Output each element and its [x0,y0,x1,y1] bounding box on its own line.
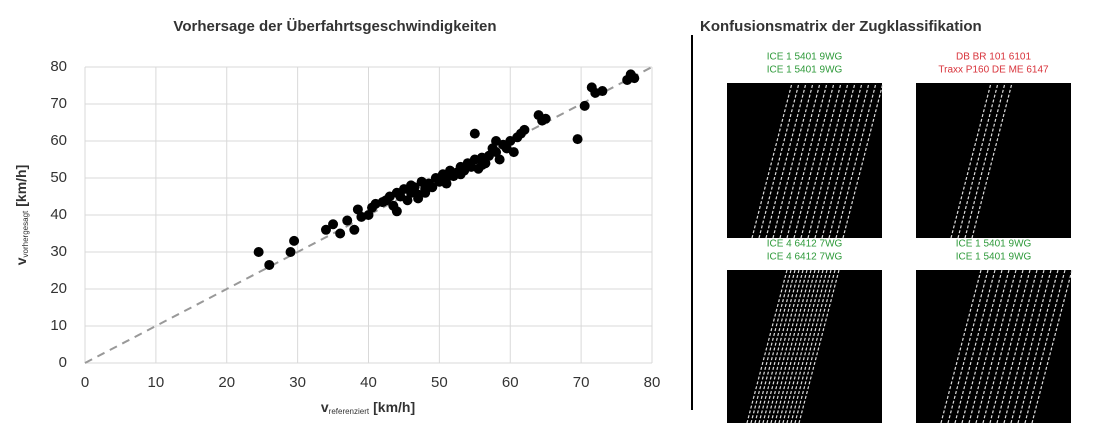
y-tick-label: 70 [50,95,67,112]
x-tick-label: 10 [148,374,165,391]
point [342,216,352,226]
y-tick-label: 30 [50,243,67,260]
figure: Vorhersage der Überfahrtsgeschwindigkeit… [0,0,1101,423]
x-tick-label: 20 [218,374,235,391]
true-label: ICE 1 5401 9WG [767,52,843,63]
true-label: DB BR 101 6101 [956,52,1031,63]
point [477,160,487,170]
true-label: ICE 1 5401 9WG [956,239,1032,250]
y-tick-label: 0 [59,354,67,371]
panel-title: Konfusionsmatrix der Zugklassifikation [700,18,982,35]
axis-label: vreferenziert[km/h] [321,399,415,416]
x-tick-label: 80 [644,374,661,391]
point [289,236,299,246]
y-tick-label: 20 [50,280,67,297]
axis-unit: [km/h] [373,399,415,415]
point [328,219,338,229]
axis-subscript: referenziert [329,407,370,416]
point [597,86,607,96]
x-tick-label: 50 [431,374,448,391]
predicted-label: ICE 1 5401 9WG [956,252,1032,263]
y-tick-label: 50 [50,169,67,186]
spectrogram [916,83,1071,238]
point [356,212,366,222]
point [519,125,529,135]
x-tick-label: 60 [502,374,519,391]
spectrogram [727,270,882,423]
point [541,114,551,124]
point [470,129,480,139]
point [286,247,296,257]
x-tick-label: 0 [81,374,89,391]
predicted-label: ICE 1 5401 9WG [767,65,843,76]
y-tick-label: 10 [50,317,67,334]
point [392,206,402,216]
point [441,179,451,189]
spectrogram [727,83,882,238]
spectrogram [916,270,1071,423]
point [413,193,423,203]
point [495,155,505,165]
axis-unit: [km/h] [13,165,29,207]
point [629,73,639,83]
x-tick-label: 70 [573,374,590,391]
point [456,169,466,179]
point [335,229,345,239]
predicted-label: ICE 4 6412 7WG [767,252,843,263]
x-tick-label: 40 [360,374,377,391]
point [264,260,274,270]
axis-subscript: vorhergesagt [21,210,30,257]
point [573,134,583,144]
y-tick-label: 60 [50,132,67,149]
point [580,101,590,111]
axis-label: vvorhergesagt [km/h] [13,165,30,266]
x-tick-label: 30 [289,374,306,391]
chart-title: Vorhersage der Überfahrtsgeschwindigkeit… [173,18,496,35]
axis-symbol: v [13,257,29,265]
point [349,225,359,235]
point [491,136,501,146]
true-label: ICE 4 6412 7WG [767,239,843,250]
axis-symbol: v [321,399,329,415]
point [254,247,264,257]
y-tick-label: 40 [50,206,67,223]
point [406,180,416,190]
point [509,147,519,157]
predicted-label: Traxx P160 DE ME 6147 [938,65,1049,76]
y-tick-label: 80 [50,58,67,75]
